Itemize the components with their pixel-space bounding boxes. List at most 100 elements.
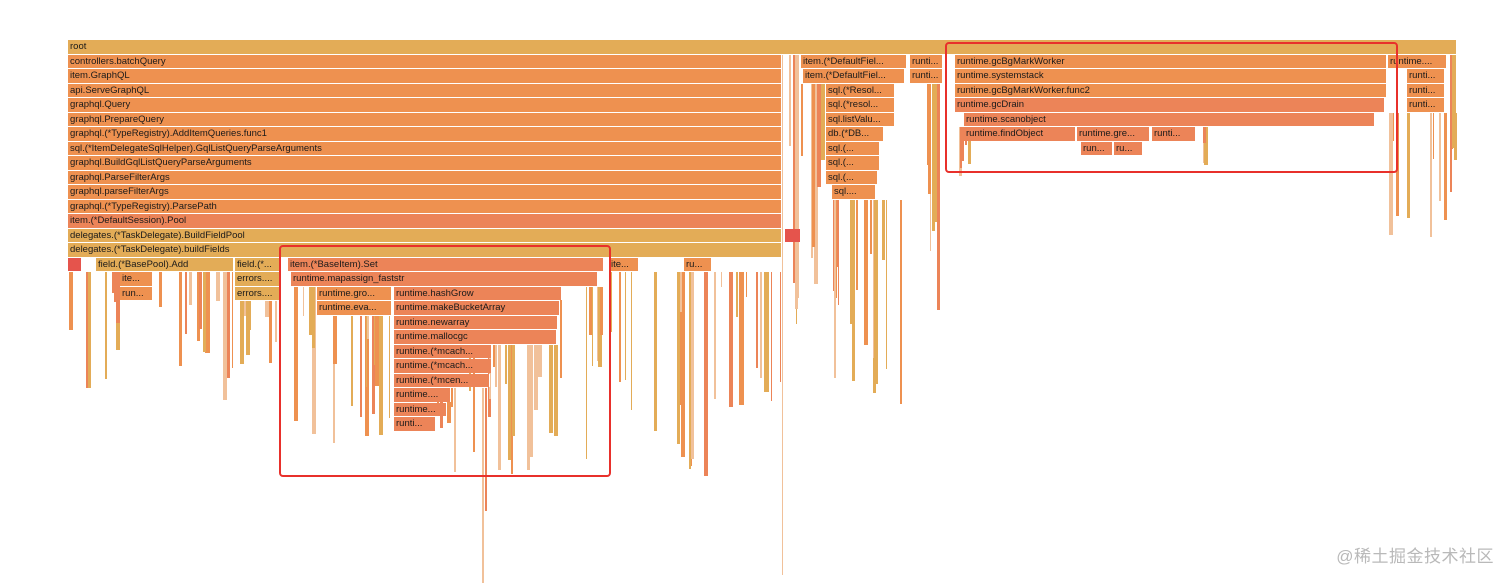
flame-sliver [388,315,391,418]
flame-sliver [245,301,251,355]
flame-frame[interactable]: graphql.(*TypeRegistry).ParsePath [68,199,782,213]
flame-frame[interactable]: runtime.makeBucketArray [394,301,560,315]
flame-frame[interactable]: runti... [1407,69,1445,83]
flame-frame[interactable]: runtime.mapassign_faststr [291,272,598,286]
flame-sliver [240,301,244,365]
flame-frame[interactable]: runtime.findObject [964,127,1076,141]
flame-frame[interactable]: runti... [1407,98,1445,112]
flame-sliver [203,272,206,352]
flame-frame[interactable]: runtime.(*mcach... [394,344,492,358]
flame-frame[interactable]: runtime.gro... [317,286,392,300]
flame-frame[interactable]: graphql.(*TypeRegistry).AddItemQueries.f… [68,127,782,141]
flame-frame[interactable]: runtime.gcBgMarkWorker.func2 [955,83,1387,97]
flame-sliver [269,301,272,364]
flame-frame[interactable]: sql.... [832,185,876,199]
flame-sliver [835,199,838,298]
flame-sliver [625,272,627,381]
flame-sliver [759,272,762,378]
flame-frame[interactable]: graphql.BuildGqlListQueryParseArguments [68,156,782,170]
flame-frame[interactable]: ite... [609,257,639,271]
flame-frame[interactable]: delegates.(*TaskDelegate).BuildFieldPool [68,228,782,242]
flame-frame[interactable]: sql.(... [826,156,880,170]
flame-sliver [689,272,691,470]
flame-frame[interactable]: api.ServeGraphQL [68,83,782,97]
flame-frame[interactable]: sql.(*ItemDelegateSqlHelper).GqlListQuer… [68,141,782,155]
flame-sliver [677,272,680,444]
flame-frame[interactable]: db.(*DB... [826,127,884,141]
flame-sliver [485,388,488,511]
flame-frame[interactable]: delegates.(*TaskDelegate).buildFields [68,243,782,257]
flame-frame[interactable]: runti... [1407,83,1445,97]
flame-sliver [242,301,246,317]
flame-frame[interactable]: runtime.(*mcen... [394,373,490,387]
flame-frame[interactable]: errors.... [235,272,282,286]
flame-frame[interactable]: runtime.newarray [394,315,558,329]
flame-frame[interactable]: errors.... [235,286,282,300]
flame-frame[interactable]: run... [120,286,153,300]
flame-sliver [596,286,599,362]
flame-frame[interactable] [68,257,82,271]
flame-frame[interactable]: ite... [120,272,153,286]
flame-sliver [782,54,783,575]
flame-frame[interactable]: item.(*DefaultFiel... [803,69,905,83]
flame-sliver [869,199,872,255]
flame-sliver [446,388,452,423]
flame-frame[interactable]: sql.listValu... [826,112,895,126]
flame-frame[interactable]: runtime.... [1388,54,1447,68]
flame-frame[interactable]: sql.(*resol... [826,98,895,112]
flame-sliver [366,315,370,340]
flame-sliver [189,272,193,305]
flame-frame[interactable]: item.GraphQL [68,69,782,83]
flame-frame[interactable]: item.(*DefaultSession).Pool [68,214,782,228]
flame-frame[interactable]: runtime.eva... [317,301,392,315]
flame-sliver [249,301,251,331]
flame-frame[interactable]: controllers.batchQuery [68,54,782,68]
flame-frame[interactable]: graphql.parseFilterArgs [68,185,782,199]
flame-sliver [851,199,855,382]
flame-sliver [837,199,840,306]
flame-frame[interactable]: field.(*BasePool).Add [96,257,234,271]
flame-frame[interactable]: graphql.PrepareQuery [68,112,782,126]
flame-frame[interactable]: runtime.gre... [1077,127,1150,141]
flame-sliver [703,272,708,477]
flame-frame[interactable]: runtime.(*mcach... [394,359,492,373]
flame-frame[interactable]: graphql.Query [68,98,782,112]
flame-frame[interactable]: field.(*... [235,257,282,271]
flame-sliver [736,272,739,317]
flame-sliver [375,315,380,386]
flame-frame[interactable]: item.(*DefaultFiel... [801,54,907,68]
flame-sliver [630,272,633,410]
flame-sliver [197,272,201,341]
flame-sliver [89,272,92,343]
flame-frame[interactable]: runtime.... [394,388,451,402]
flame-sliver [619,272,622,383]
flame-frame[interactable]: ru... [1114,141,1143,155]
flame-frame[interactable]: run... [1081,141,1113,155]
flame-frame[interactable]: runtime... [394,402,447,416]
flame-frame[interactable]: sql.(*Resol... [826,83,895,97]
flame-sliver [185,272,188,334]
flame-frame[interactable]: runti... [394,417,436,431]
flame-frame[interactable]: runtime.scanobject [964,112,1375,126]
flame-sliver [482,388,484,583]
flame-frame[interactable]: runti... [910,69,943,83]
flame-sliver [785,228,800,242]
flame-frame[interactable]: runtime.systemstack [955,69,1387,83]
flame-sliver [691,272,694,459]
flame-frame[interactable]: runti... [910,54,943,68]
flame-sliver [526,344,531,470]
flame-frame[interactable]: item.(*BaseItem).Set [288,257,604,271]
flame-frame[interactable]: sql.(... [826,170,878,184]
flame-frame[interactable]: runtime.hashGrow [394,286,562,300]
flame-frame[interactable]: runtime.gcBgMarkWorker [955,54,1387,68]
flame-sliver [609,272,611,306]
flame-sliver [589,286,594,335]
flame-frame[interactable]: sql.(... [826,141,880,155]
flame-frame[interactable]: ru... [684,257,712,271]
flame-frame[interactable]: graphql.ParseFilterArgs [68,170,782,184]
flame-frame[interactable]: runti... [1152,127,1196,141]
flame-frame[interactable]: runtime.gcDrain [955,98,1385,112]
flame-frame[interactable]: root [68,40,1457,54]
flame-frame[interactable]: runtime.mallocgc [394,330,557,344]
flame-sliver [1438,112,1441,201]
